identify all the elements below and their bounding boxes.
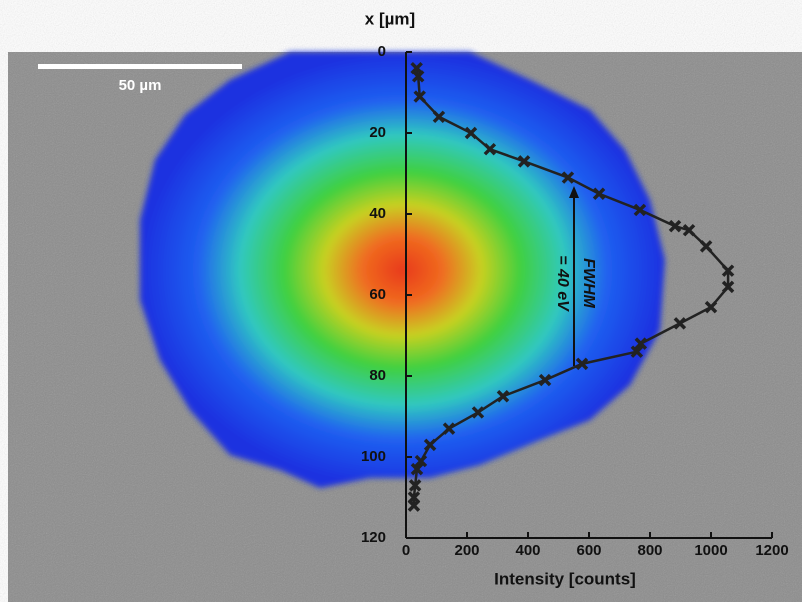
intensity-tick-label: 200 — [454, 542, 479, 559]
position-tick-label: 20 — [369, 124, 386, 141]
position-tick-label: 100 — [361, 448, 386, 465]
intensity-tick-label: 600 — [576, 542, 601, 559]
x-axis-title: x [µm] — [365, 9, 415, 28]
intensity-tick-label: 400 — [515, 542, 540, 559]
intensity-tick-label: 1200 — [755, 542, 788, 559]
y-axis-title: Intensity [counts] — [494, 569, 636, 588]
intensity-tick-label: 0 — [402, 542, 410, 559]
intensity-tick-label: 800 — [637, 542, 662, 559]
fwhm-value: = 40 eV — [554, 255, 571, 312]
position-tick-label: 60 — [369, 286, 386, 303]
scale-bar — [38, 64, 242, 69]
position-tick-label: 40 — [369, 205, 386, 222]
position-tick-label: 120 — [361, 529, 386, 546]
scale-bar-label: 50 µm — [119, 77, 162, 94]
figure: 50 µm x [µm] Intensity [counts] FWHM = 4… — [0, 0, 802, 602]
intensity-tick-label: 1000 — [694, 542, 727, 559]
fwhm-label: FWHM — [580, 258, 597, 308]
position-tick-label: 0 — [378, 43, 386, 60]
position-tick-label: 80 — [369, 367, 386, 384]
